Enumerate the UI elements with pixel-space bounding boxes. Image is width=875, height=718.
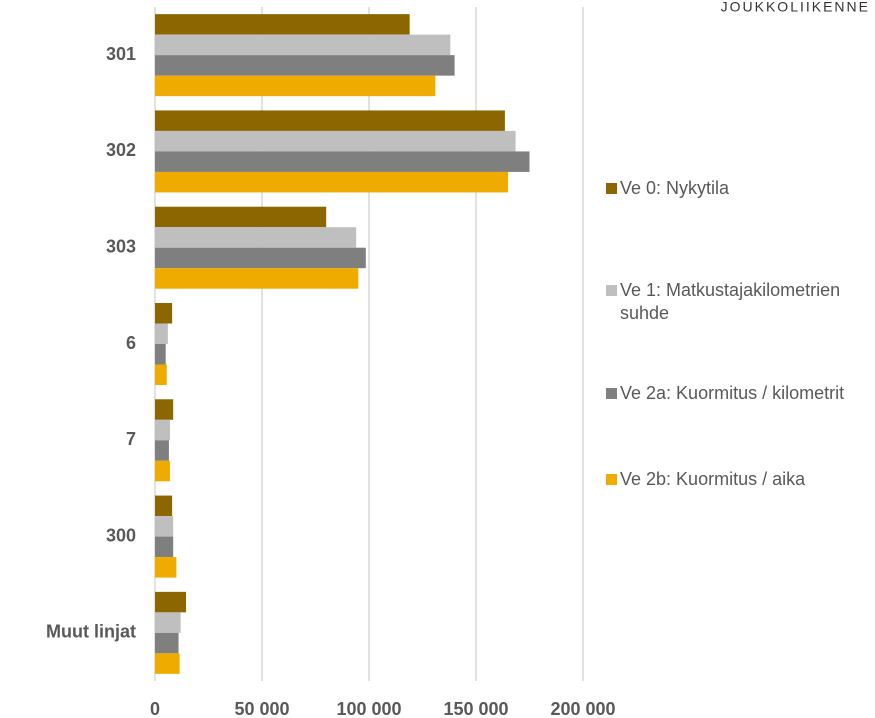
bar [155,206,327,228]
bar [155,227,357,248]
bar [155,75,436,97]
x-tick-label: 100 000 [336,699,401,718]
y-tick-label: 300 [106,525,136,545]
legend-swatch [606,285,617,296]
y-tick-label: 301 [106,44,136,64]
x-tick-label: 50 000 [234,699,289,718]
bar [155,612,181,633]
bar [155,591,187,613]
bar [155,440,169,461]
bar [155,460,170,482]
bar [155,303,173,324]
legend-item: Ve 0: Nykytila [596,177,871,200]
bar [155,344,166,365]
y-tick-label: Muut linjat [46,622,136,642]
y-tick-label: 7 [126,429,136,449]
bar [155,130,516,152]
bar [155,495,173,517]
legend-label: Ve 2b: Kuormitus / aika [620,469,806,489]
bar [155,171,509,193]
legend-swatch [606,183,617,194]
bar [155,653,180,674]
legend-item: Ve 2a: Kuormitus / kilometrit [596,382,871,405]
legend-label: Ve 2a: Kuormitus / kilometrit [620,383,845,403]
y-tick-label: 303 [106,236,136,256]
legend-item: Ve 2b: Kuormitus / aika [596,468,871,491]
legend-swatch [606,388,617,399]
bar [155,34,451,56]
bar [155,323,168,344]
bar [155,516,174,537]
bar [155,632,179,654]
bar [155,110,505,131]
legend-item: Ve 1: Matkustajakilometrien suhde [596,279,871,325]
bar [155,151,530,172]
legend-swatch [606,474,617,485]
brand: JOUKKOLIIKENNE [721,0,870,15]
bar [155,419,170,441]
bar [155,399,174,420]
bar [155,536,174,558]
bar [155,247,366,269]
x-tick-label: 0 [150,699,160,718]
bar [155,268,359,289]
bar [155,364,167,385]
x-tick-label: 150 000 [443,699,508,718]
legend-label: Ve 0: Nykytila [620,178,730,198]
y-tick-label: 302 [106,140,136,160]
bar [155,557,177,578]
x-tick-label: 200 000 [550,699,615,718]
bar [155,55,455,76]
bar [155,14,410,35]
legend-label: Ve 1: Matkustajakilometrien suhde [620,280,841,323]
y-tick-label: 6 [126,333,136,353]
